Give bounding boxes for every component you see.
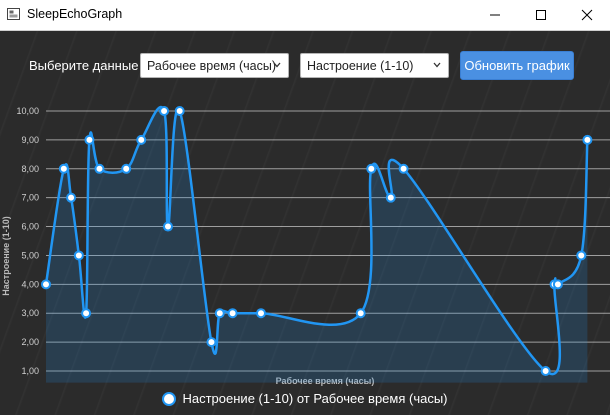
legend-symbol	[162, 391, 177, 406]
close-icon	[581, 9, 593, 21]
y-axis-ticks: 1,00 2,00 3,00 4,00 5,00 6,00 7,00 8,00 9,00 10,0…	[16, 106, 39, 376]
y-data-select-value: Настроение (1-10)	[307, 59, 414, 73]
data-point[interactable]	[398, 163, 409, 174]
chevron-down-icon	[273, 62, 281, 68]
data-point[interactable]	[84, 134, 95, 145]
x-data-select-value: Рабочее время (часы)	[147, 59, 277, 73]
y-tick-label: 7,00	[21, 193, 39, 203]
y-tick-label: 1,00	[21, 366, 39, 376]
y-data-select[interactable]: Настроение (1-10)	[300, 53, 449, 78]
data-point[interactable]	[121, 163, 132, 174]
data-point[interactable]	[174, 106, 185, 116]
data-point[interactable]	[576, 250, 587, 261]
y-tick-label: 6,00	[21, 222, 39, 232]
data-point[interactable]	[94, 163, 105, 174]
data-point[interactable]	[214, 308, 225, 319]
y-tick-label: 5,00	[21, 250, 39, 260]
data-point[interactable]	[41, 279, 51, 290]
data-point[interactable]	[162, 221, 173, 232]
maximize-button[interactable]	[518, 0, 564, 30]
chart-legend: Настроение (1-10) от Рабочее время (часы…	[0, 391, 610, 406]
select-data-label: Выберите данные	[29, 58, 139, 73]
maximize-icon	[536, 10, 546, 20]
minimize-button[interactable]	[472, 0, 518, 30]
data-point[interactable]	[385, 192, 396, 203]
y-tick-label: 10,00	[16, 106, 39, 116]
chart-grid	[46, 110, 610, 372]
data-point[interactable]	[66, 192, 77, 203]
y-axis-label: Настроение (1-10)	[1, 216, 11, 295]
background-pattern	[0, 31, 610, 415]
close-button[interactable]	[564, 0, 610, 30]
data-point[interactable]	[227, 308, 238, 319]
x-axis-label: Рабочее время (часы)	[276, 376, 375, 386]
y-tick-label: 2,00	[21, 337, 39, 347]
y-tick-label: 3,00	[21, 308, 39, 318]
data-point[interactable]	[58, 163, 69, 174]
data-point[interactable]	[81, 308, 92, 319]
window-title: SleepEchoGraph	[27, 7, 123, 21]
data-point[interactable]	[256, 308, 267, 319]
data-point[interactable]	[552, 279, 563, 290]
app-icon	[7, 8, 20, 20]
y-tick-label: 9,00	[21, 135, 39, 145]
y-tick-label: 4,00	[21, 279, 39, 289]
data-point[interactable]	[366, 163, 377, 174]
y-tick-label: 8,00	[21, 164, 39, 174]
series-area	[46, 106, 588, 383]
data-point[interactable]	[159, 106, 170, 116]
title-bar: SleepEchoGraph	[0, 0, 610, 31]
data-point[interactable]	[355, 308, 366, 319]
x-data-select[interactable]: Рабочее время (часы)	[140, 53, 289, 78]
data-point[interactable]	[206, 337, 217, 348]
legend-label: Настроение (1-10) от Рабочее время (часы…	[182, 391, 448, 406]
update-chart-button[interactable]: Обновить график	[460, 51, 574, 80]
data-point[interactable]	[540, 366, 551, 376]
chevron-down-icon	[433, 62, 441, 68]
data-point[interactable]	[136, 134, 147, 145]
main-content: Выберите данные Рабочее время (часы) Нас…	[0, 31, 610, 415]
data-point[interactable]	[73, 250, 84, 261]
chart: 1,00 2,00 3,00 4,00 5,00 6,00 7,00 8,00 9,00 10,0…	[1, 105, 610, 386]
data-point[interactable]	[582, 134, 593, 145]
data-points	[41, 106, 593, 376]
minimize-icon	[490, 14, 500, 16]
